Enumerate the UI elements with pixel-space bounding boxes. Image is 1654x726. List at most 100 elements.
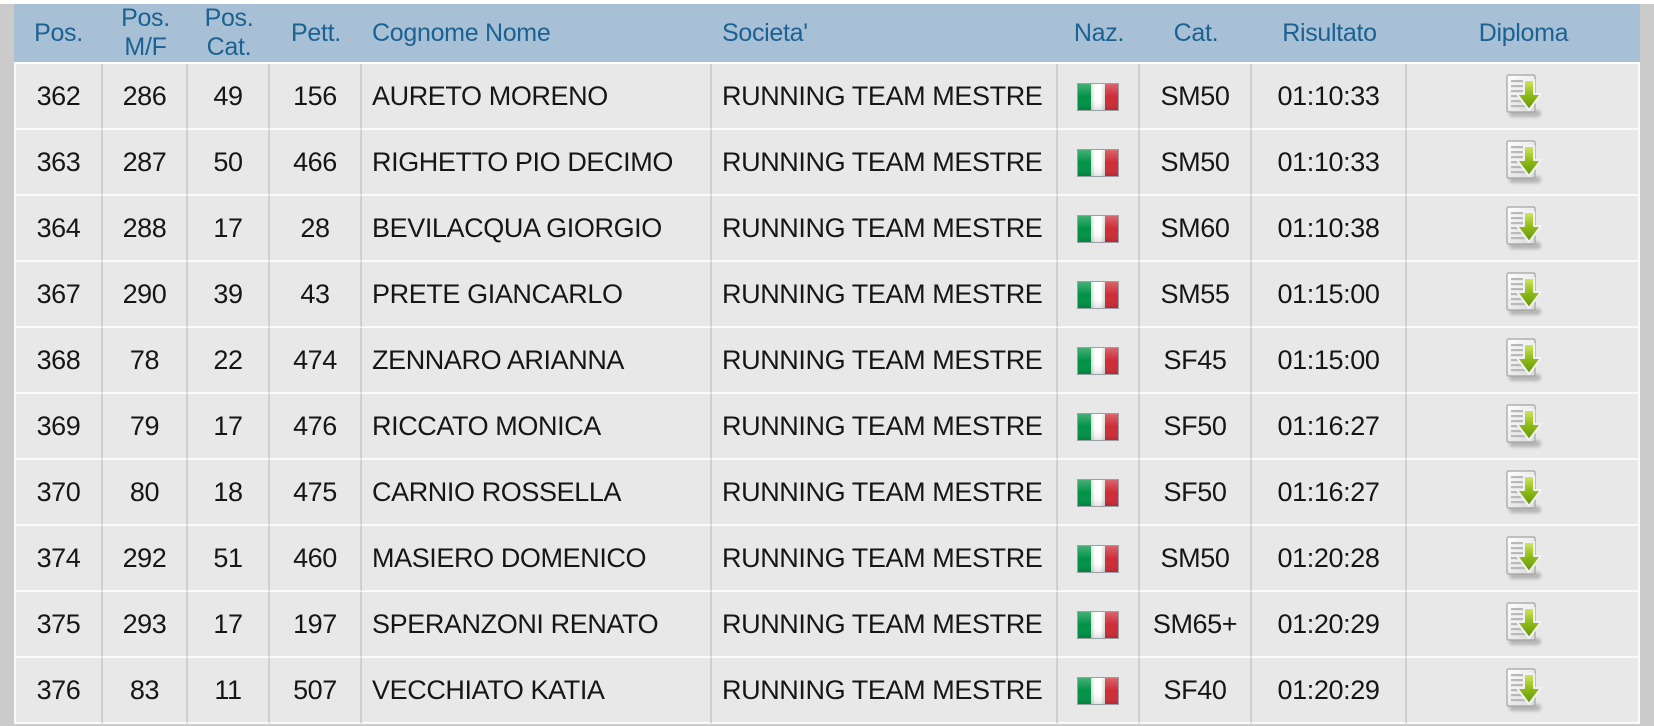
column-header-societa: Societa' xyxy=(712,4,1058,64)
column-header-pos: Pos. xyxy=(14,4,103,64)
cell-pos_mf: 292 xyxy=(103,526,188,592)
cell-cat: SF40 xyxy=(1140,658,1252,724)
diploma-download-button[interactable] xyxy=(1499,600,1547,648)
diploma-download-button[interactable] xyxy=(1499,402,1547,450)
cell-pett: 475 xyxy=(270,460,362,526)
diploma-download-button[interactable] xyxy=(1499,336,1547,384)
italian-flag-icon xyxy=(1077,83,1119,112)
column-header-pos_cat: Pos. Cat. xyxy=(188,4,270,64)
cell-risultato: 01:16:27 xyxy=(1252,394,1407,460)
cell-cat: SM65+ xyxy=(1140,592,1252,658)
cell-pos_cat: 17 xyxy=(188,196,270,262)
results-body: 362 286 49 156 AURETO MORENO RUNNING TEAM MES… xyxy=(14,64,1640,724)
cell-pos_mf: 79 xyxy=(103,394,188,460)
cell-pos_cat: 51 xyxy=(188,526,270,592)
cell-societa: RUNNING TEAM MESTRE xyxy=(712,394,1058,460)
diploma-download-icon xyxy=(1499,402,1547,450)
cell-pett: 460 xyxy=(270,526,362,592)
cell-pos: 364 xyxy=(14,196,103,262)
cell-societa: RUNNING TEAM MESTRE xyxy=(712,658,1058,724)
cell-pos_mf: 80 xyxy=(103,460,188,526)
cell-pos_mf: 293 xyxy=(103,592,188,658)
cell-pos: 375 xyxy=(14,592,103,658)
cell-pos_cat: 17 xyxy=(188,592,270,658)
cell-risultato: 01:10:33 xyxy=(1252,130,1407,196)
diploma-download-button[interactable] xyxy=(1499,204,1547,252)
cell-cat: SF50 xyxy=(1140,394,1252,460)
cell-societa: RUNNING TEAM MESTRE xyxy=(712,460,1058,526)
cell-pos_mf: 288 xyxy=(103,196,188,262)
diploma-download-icon xyxy=(1499,72,1547,120)
diploma-download-button[interactable] xyxy=(1499,138,1547,186)
cell-pett: 474 xyxy=(270,328,362,394)
cell-societa: RUNNING TEAM MESTRE xyxy=(712,196,1058,262)
cell-naz xyxy=(1058,328,1140,394)
cell-societa: RUNNING TEAM MESTRE xyxy=(712,130,1058,196)
cell-cognome_nome: RICCATO MONICA xyxy=(362,394,712,460)
cell-naz xyxy=(1058,64,1140,130)
cell-cognome_nome: SPERANZONI RENATO xyxy=(362,592,712,658)
italian-flag-icon xyxy=(1077,149,1119,178)
results-table: Pos. Pos. M/F Pos. Cat. Pett. Cognome Nome So… xyxy=(14,4,1640,724)
diploma-download-icon xyxy=(1499,534,1547,582)
cell-pos_mf: 78 xyxy=(103,328,188,394)
cell-pett: 197 xyxy=(270,592,362,658)
cell-diploma xyxy=(1407,592,1640,658)
table-row: 363 287 50 466 RIGHETTO PIO DECIMO RUNNING TE… xyxy=(14,130,1640,196)
cell-diploma xyxy=(1407,328,1640,394)
cell-pett: 507 xyxy=(270,658,362,724)
cell-pett: 156 xyxy=(270,64,362,130)
diploma-download-icon xyxy=(1499,336,1547,384)
cell-diploma xyxy=(1407,196,1640,262)
cell-cognome_nome: BEVILACQUA GIORGIO xyxy=(362,196,712,262)
diploma-download-button[interactable] xyxy=(1499,72,1547,120)
cell-naz xyxy=(1058,394,1140,460)
cell-risultato: 01:15:00 xyxy=(1252,328,1407,394)
diploma-download-button[interactable] xyxy=(1499,468,1547,516)
cell-risultato: 01:20:29 xyxy=(1252,592,1407,658)
cell-naz xyxy=(1058,526,1140,592)
cell-pos_mf: 287 xyxy=(103,130,188,196)
cell-societa: RUNNING TEAM MESTRE xyxy=(712,592,1058,658)
cell-diploma xyxy=(1407,460,1640,526)
cell-cat: SM50 xyxy=(1140,64,1252,130)
column-header-naz: Naz. xyxy=(1058,4,1140,64)
diploma-download-icon xyxy=(1499,204,1547,252)
cell-pos_cat: 22 xyxy=(188,328,270,394)
header-row: Pos. Pos. M/F Pos. Cat. Pett. Cognome Nome So… xyxy=(14,4,1640,64)
cell-pos: 376 xyxy=(14,658,103,724)
cell-risultato: 01:10:33 xyxy=(1252,64,1407,130)
cell-pos_mf: 286 xyxy=(103,64,188,130)
cell-cognome_nome: RIGHETTO PIO DECIMO xyxy=(362,130,712,196)
cell-pos: 368 xyxy=(14,328,103,394)
cell-pos: 370 xyxy=(14,460,103,526)
cell-pos_cat: 49 xyxy=(188,64,270,130)
diploma-download-button[interactable] xyxy=(1499,666,1547,714)
diploma-download-button[interactable] xyxy=(1499,270,1547,318)
column-header-pett: Pett. xyxy=(270,4,362,64)
diploma-download-icon xyxy=(1499,270,1547,318)
cell-cognome_nome: AURETO MORENO xyxy=(362,64,712,130)
cell-pos_cat: 18 xyxy=(188,460,270,526)
italian-flag-icon xyxy=(1077,413,1119,442)
diploma-download-icon xyxy=(1499,666,1547,714)
diploma-download-icon xyxy=(1499,138,1547,186)
cell-risultato: 01:20:28 xyxy=(1252,526,1407,592)
table-row: 375 293 17 197 SPERANZONI RENATO RUNNING TEAM… xyxy=(14,592,1640,658)
cell-naz xyxy=(1058,130,1140,196)
cell-societa: RUNNING TEAM MESTRE xyxy=(712,64,1058,130)
cell-cat: SM50 xyxy=(1140,526,1252,592)
table-row: 367 290 39 43 PRETE GIANCARLO RUNNING TEAM ME… xyxy=(14,262,1640,328)
column-header-diploma: Diploma xyxy=(1407,4,1640,64)
cell-diploma xyxy=(1407,262,1640,328)
cell-pett: 28 xyxy=(270,196,362,262)
diploma-download-button[interactable] xyxy=(1499,534,1547,582)
cell-naz xyxy=(1058,592,1140,658)
cell-diploma xyxy=(1407,658,1640,724)
table-row: 376 83 11 507 VECCHIATO KATIA RUNNING TEAM ME… xyxy=(14,658,1640,724)
cell-risultato: 01:16:27 xyxy=(1252,460,1407,526)
cell-risultato: 01:10:38 xyxy=(1252,196,1407,262)
column-header-risultato: Risultato xyxy=(1252,4,1407,64)
cell-diploma xyxy=(1407,394,1640,460)
cell-pett: 43 xyxy=(270,262,362,328)
